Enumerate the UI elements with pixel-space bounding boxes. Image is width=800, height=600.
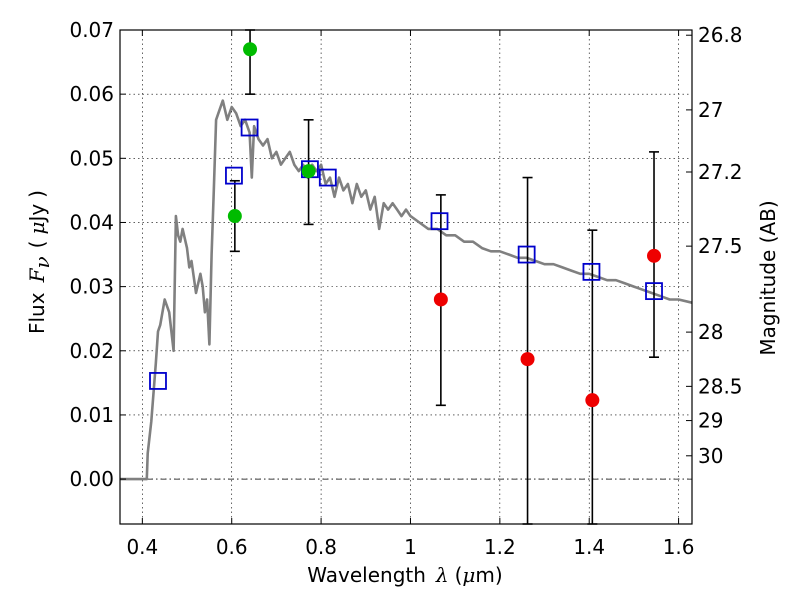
observed-point-nir: [433, 292, 448, 307]
model-square: [645, 282, 663, 301]
y-tick-label: 0.02: [69, 339, 114, 363]
y-tick-label: 0.04: [69, 210, 114, 234]
template-spectrum-line: [120, 99, 693, 481]
x-tick-label: 0.6: [216, 535, 248, 559]
model-photometry-squares: [149, 118, 663, 390]
model-square: [430, 212, 449, 231]
plot-frame: [119, 29, 693, 525]
magnitude-tick-label: 29: [698, 409, 723, 433]
x-tick-label: 0.8: [305, 535, 337, 559]
y-axis-symbol: F: [25, 267, 49, 283]
model-square: [225, 166, 243, 185]
y-tick-label: 0.03: [69, 275, 114, 299]
magnitude-tick-label: 26.8: [698, 23, 743, 47]
x-tick-label: 1.4: [573, 535, 605, 559]
y-tick-label: 0.05: [69, 146, 114, 170]
x-axis-symbol: λ: [435, 563, 449, 587]
y-axis-label: FluxFν(μJy): [25, 190, 54, 334]
x-tick-label: 1.2: [484, 535, 516, 559]
magnitude-tick-label: 28: [698, 320, 723, 344]
y-axis-subscript: ν: [30, 256, 54, 268]
model-square: [517, 245, 536, 264]
model-square: [240, 118, 259, 137]
y-tick-label: 0.01: [69, 403, 114, 427]
x-tick-label: 1.6: [663, 535, 695, 559]
axis-ticks: 0.4 0.6 0.8 1 1.2 1.4 1.6 0.00 0.01 0.02 0.03 0.04 0…: [69, 18, 742, 559]
y-axis-unit-mu: μ: [25, 222, 49, 235]
x-axis-label: Wavelength λ (μm): [307, 563, 502, 587]
observed-point-nir: [520, 352, 535, 367]
model-square: [582, 262, 601, 281]
y-tick-label: 0.06: [69, 82, 114, 106]
x-tick-label: 1: [404, 535, 417, 559]
x-axis-unit-mu: μ: [462, 563, 475, 587]
model-square: [149, 372, 167, 390]
magnitude-tick-label: 27.2: [698, 160, 743, 184]
magnitude-tick-label: 27.5: [698, 234, 743, 258]
observed-photometry-points: [227, 42, 662, 408]
grid: [120, 29, 692, 524]
y-tick-label: 0.07: [69, 18, 114, 42]
model-square: [318, 168, 337, 187]
observed-point-nir: [585, 393, 600, 408]
magnitude-tick-label: 30: [698, 444, 723, 468]
magnitude-tick-label: 27: [698, 98, 723, 122]
x-tick-label: 0.4: [126, 535, 158, 559]
observed-point-nir: [647, 248, 662, 263]
template-spectrum-group: [120, 99, 693, 481]
observed-point-optical: [243, 42, 258, 57]
magnitude-tick-label: 28.5: [698, 374, 743, 398]
y-tick-label: 0.00: [69, 467, 114, 491]
magnitude-axis-label: Magnitude (AB): [756, 200, 780, 355]
observed-point-optical: [227, 209, 242, 224]
observed-point-optical: [301, 164, 316, 179]
